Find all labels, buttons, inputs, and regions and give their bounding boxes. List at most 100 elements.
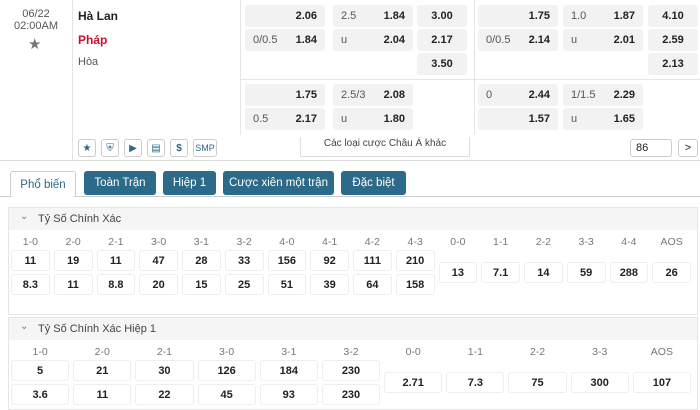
odds-cell[interactable]: 2.5 1.84 (333, 5, 413, 27)
divider (240, 0, 241, 135)
line: u (341, 34, 348, 46)
odds-cell[interactable]: 3.50 (417, 53, 467, 75)
toolbar-icon[interactable]: ⛨ (101, 139, 119, 157)
odds-cell[interactable]: 5 (11, 360, 70, 381)
divider (0, 160, 700, 161)
odds-cell[interactable]: 11 (96, 250, 136, 271)
odds-cell[interactable]: 30 (135, 360, 194, 381)
odds-cell[interactable]: 7.3 (446, 372, 505, 393)
odds-cell[interactable]: 1.75 (478, 5, 558, 27)
odds-cell[interactable]: u 1.65 (563, 108, 643, 130)
odds-cell[interactable]: 0.5 2.17 (245, 108, 325, 130)
odds-cell[interactable]: 11 (11, 250, 50, 271)
odds-cell[interactable]: 2.71 (384, 372, 443, 393)
odds-cell[interactable]: 15 (182, 274, 221, 295)
toolbar-icon[interactable]: ▶ (124, 139, 142, 157)
odds-cell[interactable]: u 1.80 (333, 108, 413, 130)
score-label: 4-1 (322, 236, 338, 248)
tab[interactable]: Cược xiên một trận (223, 171, 334, 195)
odds-cell[interactable]: 33 (224, 250, 264, 271)
odds-cell[interactable]: 26 (652, 262, 691, 283)
odds-cell[interactable]: 8.8 (96, 274, 136, 295)
odds-cell[interactable]: 288 (609, 262, 649, 283)
chevron[interactable]: ⌄ (20, 211, 29, 222)
odds-cell[interactable]: 14 (524, 262, 563, 283)
odds-cell[interactable]: 184 (259, 360, 318, 381)
odds-cell[interactable]: 300 (570, 372, 629, 393)
odds-cell[interactable]: 0/0.5 2.14 (478, 29, 558, 51)
odds-cell[interactable]: 126 (197, 360, 256, 381)
odds-cell[interactable]: 51 (267, 274, 307, 295)
odds-cell[interactable]: 13 (438, 262, 478, 283)
odds: 1.57 (528, 113, 550, 125)
toolbar-icon[interactable]: ▤ (147, 139, 165, 157)
odds-cell[interactable]: 20 (139, 274, 178, 295)
odds-cell[interactable]: 230 (321, 384, 381, 405)
odds: 1.84 (295, 34, 317, 46)
odds-cell[interactable]: 11 (73, 384, 132, 405)
tab[interactable]: Đặc biệt (341, 171, 406, 195)
section-header[interactable] (9, 208, 697, 230)
odds-cell[interactable]: 3.6 (11, 384, 70, 405)
odds-cell[interactable]: 2.59 (648, 29, 698, 51)
odds-cell[interactable]: 3.00 (417, 5, 467, 27)
favorite-star[interactable]: ★ (28, 36, 42, 53)
more-markets[interactable]: Các loại cược Châu Á khác (300, 137, 470, 157)
smp-button[interactable]: SMP (193, 139, 217, 157)
odds-cell[interactable]: 8.3 (11, 274, 50, 295)
odds-cell[interactable]: 19 (53, 250, 93, 271)
odds-cell[interactable]: 25 (224, 274, 264, 295)
toolbar-icon[interactable]: ★ (78, 139, 96, 157)
odds-cell[interactable]: 158 (395, 274, 435, 295)
odds-cell[interactable]: 2.06 (245, 5, 325, 27)
odds-cell[interactable]: 210 (395, 250, 435, 271)
odds-cell[interactable]: 28 (182, 250, 221, 271)
odds-cell[interactable]: u 2.01 (563, 29, 643, 51)
odds-cell[interactable]: 47 (139, 250, 178, 271)
score-label: 2-2 (535, 236, 551, 248)
market-count[interactable]: 86 (630, 139, 672, 157)
odds-cell[interactable]: 111 (353, 250, 392, 271)
score-label: 2-0 (65, 236, 81, 248)
odds-cell[interactable]: 1/1.5 2.29 (563, 84, 643, 106)
odds-cell[interactable]: 75 (508, 372, 567, 393)
currency-icon[interactable]: $ (170, 139, 188, 157)
odds-cell[interactable]: 0 2.44 (478, 84, 558, 106)
odds-cell[interactable]: 156 (267, 250, 307, 271)
odds-cell[interactable]: 59 (566, 262, 606, 283)
odds-cell[interactable]: 1.0 1.87 (563, 5, 643, 27)
odds-cell[interactable]: 45 (197, 384, 256, 405)
line: u (341, 113, 348, 125)
odds: 2.06 (295, 10, 317, 22)
odds: 2.14 (528, 34, 550, 46)
odds: 2.01 (613, 34, 635, 46)
odds-cell[interactable]: 1.57 (478, 108, 558, 130)
odds-cell[interactable]: 2.5/3 2.08 (333, 84, 413, 106)
odds-cell[interactable]: 11 (53, 274, 93, 295)
odds-cell[interactable]: 7.1 (481, 262, 520, 283)
odds-cell[interactable]: 2.13 (648, 53, 698, 75)
chevron[interactable]: ⌄ (20, 321, 29, 332)
odds-cell[interactable]: 230 (321, 360, 381, 381)
score-label: 4-0 (279, 236, 295, 248)
odds-cell[interactable]: 4.10 (648, 5, 698, 27)
odds-cell[interactable]: 1.75 (245, 84, 325, 106)
tab[interactable]: Phổ biến (10, 171, 76, 197)
next-button[interactable]: > (678, 139, 698, 157)
odds-cell[interactable]: 21 (73, 360, 132, 381)
odds-cell[interactable]: 22 (135, 384, 194, 405)
section-title: Tỷ Số Chính Xác (38, 213, 122, 225)
odds-cell[interactable]: u 2.04 (333, 29, 413, 51)
odds-cell[interactable]: 93 (259, 384, 318, 405)
line: 0.5 (253, 113, 269, 125)
tab[interactable]: Toàn Trận (84, 171, 156, 195)
tab[interactable]: Hiệp 1 (163, 171, 216, 195)
odds-cell[interactable]: 64 (353, 274, 392, 295)
section-header[interactable] (9, 318, 697, 340)
odds-cell[interactable]: 2.17 (417, 29, 467, 51)
odds-cell[interactable]: 0/0.5 1.84 (245, 29, 325, 51)
odds-cell[interactable]: 39 (310, 274, 349, 295)
odds-cell[interactable]: 92 (310, 250, 349, 271)
odds-cell[interactable]: 107 (632, 372, 691, 393)
